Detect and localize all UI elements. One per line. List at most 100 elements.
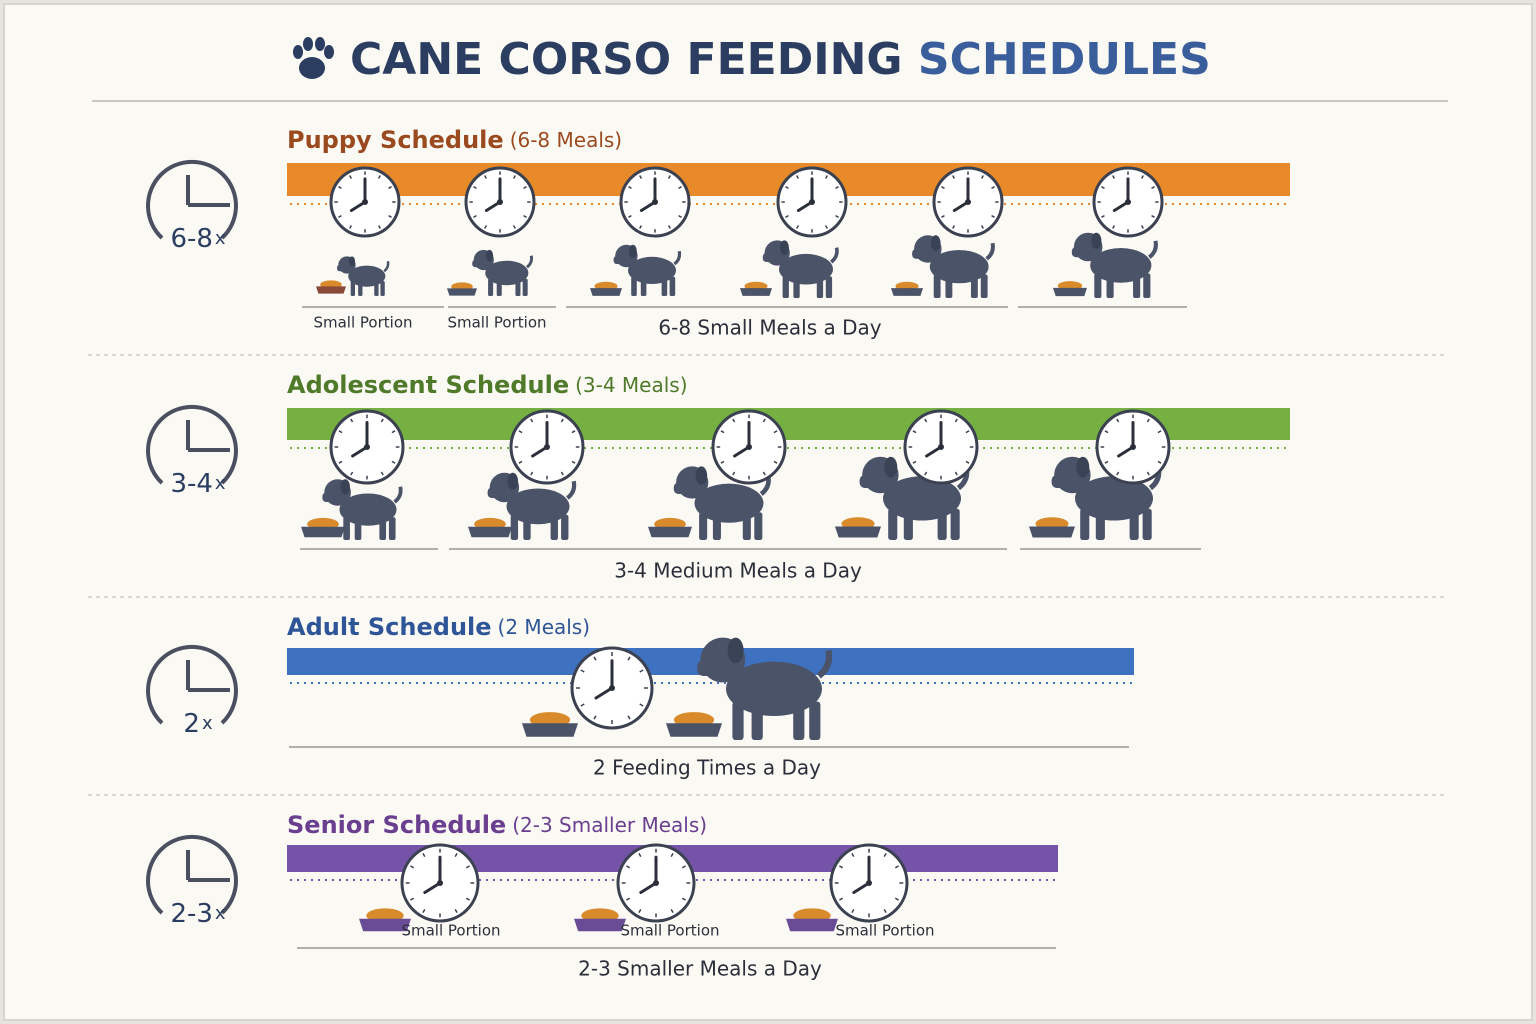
dog-leg — [380, 281, 385, 296]
clock — [400, 843, 480, 923]
clock-center — [1125, 199, 1131, 205]
dog-ear — [727, 637, 744, 664]
portion-label: Small Portion — [620, 922, 719, 940]
clock-tick — [1146, 471, 1150, 476]
section-summary: 3-4 Medium Meals a Day — [614, 559, 862, 583]
dog-tail — [383, 261, 390, 273]
food-bowl — [468, 517, 512, 538]
clock-center — [809, 199, 815, 205]
clock-tick — [851, 853, 855, 858]
dog-leg — [1129, 508, 1139, 540]
clock — [829, 843, 909, 923]
clock-tick — [785, 186, 789, 190]
clock-tick — [732, 471, 736, 476]
clock-tick — [349, 225, 353, 229]
badge-count: 2-3 — [170, 899, 212, 929]
dog-muzzle — [912, 249, 926, 259]
dog-leg — [523, 514, 531, 540]
heading-text: Puppy Schedule — [287, 126, 504, 154]
dog-leg — [825, 276, 833, 298]
clock-tick — [681, 897, 686, 901]
food-bowl — [1029, 517, 1075, 538]
dog — [1071, 232, 1158, 298]
clock-tick — [670, 908, 674, 913]
clock-tick — [773, 430, 778, 434]
clock-tick — [1116, 471, 1120, 476]
clock-tick — [473, 186, 477, 190]
dog-tail — [673, 250, 682, 266]
clock-tick — [894, 865, 899, 869]
bowl — [891, 288, 923, 296]
clock-center — [364, 444, 370, 450]
badge-suffix: x — [215, 473, 226, 494]
clock-tick — [377, 175, 381, 179]
dog-leg — [550, 514, 558, 540]
dog-leg — [640, 276, 647, 296]
dog-tail — [393, 486, 403, 504]
bowl — [574, 918, 626, 932]
clock — [619, 166, 691, 238]
dog-leg — [631, 276, 637, 296]
dog-leg — [699, 512, 708, 540]
clock-center — [437, 880, 443, 886]
bowl — [359, 918, 411, 932]
dog-ear — [628, 244, 637, 258]
dog-leg — [515, 278, 521, 296]
dog-leg — [561, 514, 569, 540]
dog-muzzle — [487, 487, 503, 498]
clock-tick — [465, 865, 470, 869]
section-heading: Puppy Schedule (6-8 Meals) — [287, 126, 622, 154]
clock-tick — [518, 460, 523, 464]
dog-leg — [793, 701, 805, 740]
clock-tick — [639, 225, 643, 229]
dog-leg — [388, 517, 396, 540]
dog-leg — [354, 517, 362, 540]
clock-tick — [473, 214, 477, 218]
dog-ear — [779, 240, 789, 255]
section-summary: 2 Feeding Times a Day — [593, 756, 821, 780]
clock-tick — [422, 908, 426, 913]
bowl — [1053, 287, 1087, 297]
clock-tick — [593, 656, 597, 661]
bowl — [1029, 526, 1075, 538]
badge-count: 3-4 — [170, 469, 212, 499]
dog-ear — [485, 249, 494, 262]
dog-ear — [1076, 456, 1090, 478]
dog-leg — [945, 274, 953, 298]
dog-muzzle — [673, 482, 690, 494]
bowl — [740, 288, 772, 296]
portion-label: Small Portion — [835, 922, 934, 940]
clock-tick — [639, 669, 644, 673]
dog-leg — [816, 276, 824, 298]
bowl — [590, 288, 622, 296]
portion-label: Small Portion — [447, 314, 546, 332]
clock-tick — [839, 897, 844, 901]
clock-tick — [1140, 225, 1144, 229]
clock-center — [544, 444, 550, 450]
dog-ear — [348, 256, 356, 267]
bowl — [786, 918, 838, 932]
clock-tick — [835, 186, 839, 190]
food-bowl — [740, 281, 772, 296]
food-bowl — [648, 517, 692, 538]
dog-leg — [933, 274, 941, 298]
badge-clock — [146, 644, 238, 725]
clock-tick — [762, 471, 766, 476]
paw-icon — [293, 37, 334, 79]
clock-tick — [965, 460, 970, 464]
badge-text: 2-3 x — [170, 899, 225, 929]
clock-tick — [952, 175, 956, 179]
bowl — [666, 723, 722, 737]
badge-count: 2 — [183, 709, 200, 739]
clock-tick — [980, 175, 984, 179]
clock-tick — [410, 865, 415, 869]
clock — [932, 166, 1004, 238]
clock-tick — [571, 460, 576, 464]
food-bowl — [316, 280, 346, 294]
dog-leg — [350, 281, 356, 296]
dog-leg — [1143, 273, 1151, 298]
dog-leg — [888, 508, 898, 540]
dog-muzzle — [1051, 475, 1070, 488]
bowl — [468, 526, 512, 538]
